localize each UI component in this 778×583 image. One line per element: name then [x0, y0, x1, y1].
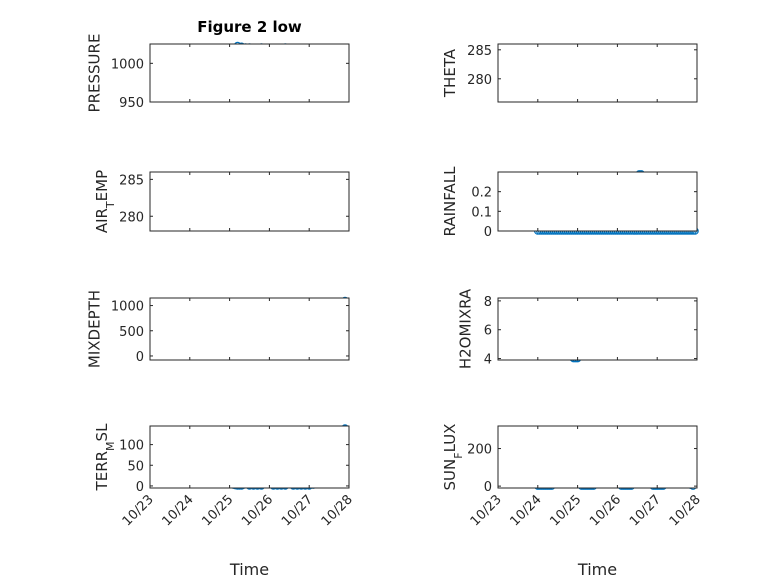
- ylabel-5: H2OMIXRA: [456, 288, 474, 369]
- ytick-label-5: 4: [484, 353, 492, 368]
- panel-1: 280 285 THETA: [441, 43, 698, 103]
- panel-0: 950 1000 PRESSURE Figure 2 low: [86, 18, 350, 113]
- axes-frame-5: [497, 297, 698, 361]
- xtick-label-6: 10/26: [239, 492, 276, 529]
- xtick-label-6: 10/27: [279, 492, 316, 529]
- axes-frame-6: [149, 425, 350, 489]
- ytick-label-2: 280: [119, 210, 144, 225]
- ylabel-6: TERRMSL: [93, 423, 117, 492]
- xtick-label-7: 10/26: [587, 492, 624, 529]
- ytick-label-1: 280: [467, 73, 492, 88]
- ytick-label-6: 0: [136, 480, 144, 495]
- axes-frame-2: [149, 171, 350, 232]
- ylabel-3: RAINFALL: [441, 166, 459, 237]
- xtick-label-7: 10/27: [627, 492, 664, 529]
- panel-7: 10/23 10/24 10/25 10/26 10/27 10/28 0 200SUNFLU…: [441, 424, 704, 579]
- ytick-label-7: 200: [467, 443, 492, 458]
- ytick-label-4: 0: [136, 350, 144, 365]
- xtick-label-6: 10/24: [160, 492, 197, 529]
- ytick-label-4: 1000: [111, 300, 144, 315]
- panel-5: 4 6 8 H2OMIXRA: [456, 288, 698, 369]
- axes-frame-7: [497, 425, 698, 489]
- xtick-label-6: 10/25: [199, 492, 236, 529]
- xtick-label-6: 10/23: [120, 492, 157, 529]
- ylabel-4: MIXDEPTH: [86, 290, 104, 368]
- axes-frame-1: [497, 43, 698, 103]
- chart-title: Figure 2 low: [197, 18, 302, 36]
- ylabel-2: AIRTEMP: [93, 170, 117, 233]
- ylabel-0: PRESSURE: [86, 34, 104, 113]
- ytick-label-0: 1000: [111, 57, 144, 72]
- panel-6: 10/23 10/24 10/25 10/26 10/27 10/28 0 50 100TERR…: [93, 423, 356, 579]
- axes-frame-4: [149, 297, 350, 361]
- ylabel-7: SUNFLUX: [441, 424, 465, 491]
- ytick-label-5: 6: [484, 324, 492, 339]
- axes-frame-3: [497, 171, 698, 232]
- xlabel-6: Time: [229, 560, 269, 579]
- ytick-label-3: 0: [484, 225, 492, 240]
- ylabel-1: THETA: [441, 48, 459, 98]
- ytick-label-6: 50: [127, 459, 144, 474]
- xtick-label-6: 10/28: [319, 492, 356, 529]
- panel-4: 0 500 1000 MIXDEPTH: [86, 290, 350, 368]
- xlabel-7: Time: [577, 560, 617, 579]
- ytick-label-0: 950: [119, 96, 144, 111]
- ytick-label-2: 285: [119, 173, 144, 188]
- xtick-label-7: 10/23: [468, 492, 505, 529]
- panel-3: 0 0.1 0.2 RAINFALL: [441, 166, 699, 240]
- ytick-label-6: 100: [119, 439, 144, 454]
- ytick-label-3: 0.1: [471, 205, 492, 220]
- ytick-label-3: 0.2: [471, 186, 492, 201]
- ytick-label-4: 500: [119, 325, 144, 340]
- ytick-label-5: 8: [484, 295, 492, 310]
- ytick-label-1: 285: [467, 44, 492, 59]
- axes-frame-0: [149, 43, 350, 103]
- xtick-label-7: 10/28: [667, 492, 704, 529]
- ytick-label-7: 0: [484, 480, 492, 495]
- xtick-label-7: 10/25: [547, 492, 584, 529]
- xtick-label-7: 10/24: [508, 492, 545, 529]
